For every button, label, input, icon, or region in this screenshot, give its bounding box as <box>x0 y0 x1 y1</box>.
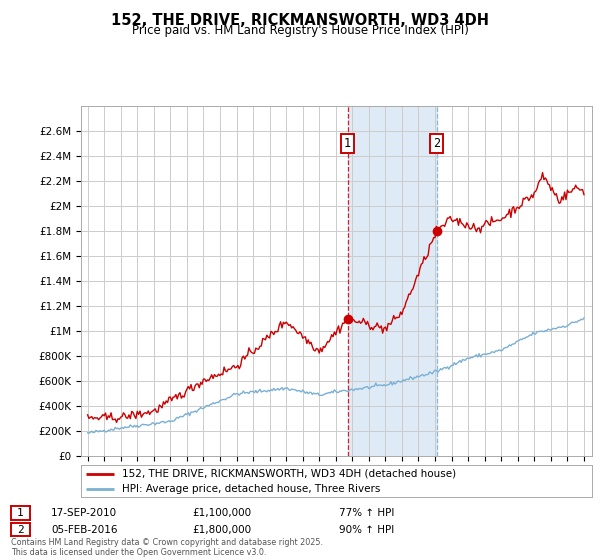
Text: 1: 1 <box>17 508 24 518</box>
Text: 2: 2 <box>433 137 440 150</box>
Text: 2: 2 <box>17 525 24 535</box>
Text: 152, THE DRIVE, RICKMANSWORTH, WD3 4DH (detached house): 152, THE DRIVE, RICKMANSWORTH, WD3 4DH (… <box>122 469 456 479</box>
Text: £1,800,000: £1,800,000 <box>192 525 251 535</box>
Text: 17-SEP-2010: 17-SEP-2010 <box>51 508 117 518</box>
Text: Contains HM Land Registry data © Crown copyright and database right 2025.
This d: Contains HM Land Registry data © Crown c… <box>11 538 323 557</box>
Text: Price paid vs. HM Land Registry's House Price Index (HPI): Price paid vs. HM Land Registry's House … <box>131 24 469 38</box>
Text: 05-FEB-2016: 05-FEB-2016 <box>51 525 118 535</box>
Text: 77% ↑ HPI: 77% ↑ HPI <box>339 508 394 518</box>
Text: 152, THE DRIVE, RICKMANSWORTH, WD3 4DH: 152, THE DRIVE, RICKMANSWORTH, WD3 4DH <box>111 13 489 28</box>
Text: 90% ↑ HPI: 90% ↑ HPI <box>339 525 394 535</box>
Text: 1: 1 <box>344 137 351 150</box>
Text: £1,100,000: £1,100,000 <box>192 508 251 518</box>
Text: HPI: Average price, detached house, Three Rivers: HPI: Average price, detached house, Thre… <box>122 483 380 493</box>
Bar <box>347 106 437 456</box>
